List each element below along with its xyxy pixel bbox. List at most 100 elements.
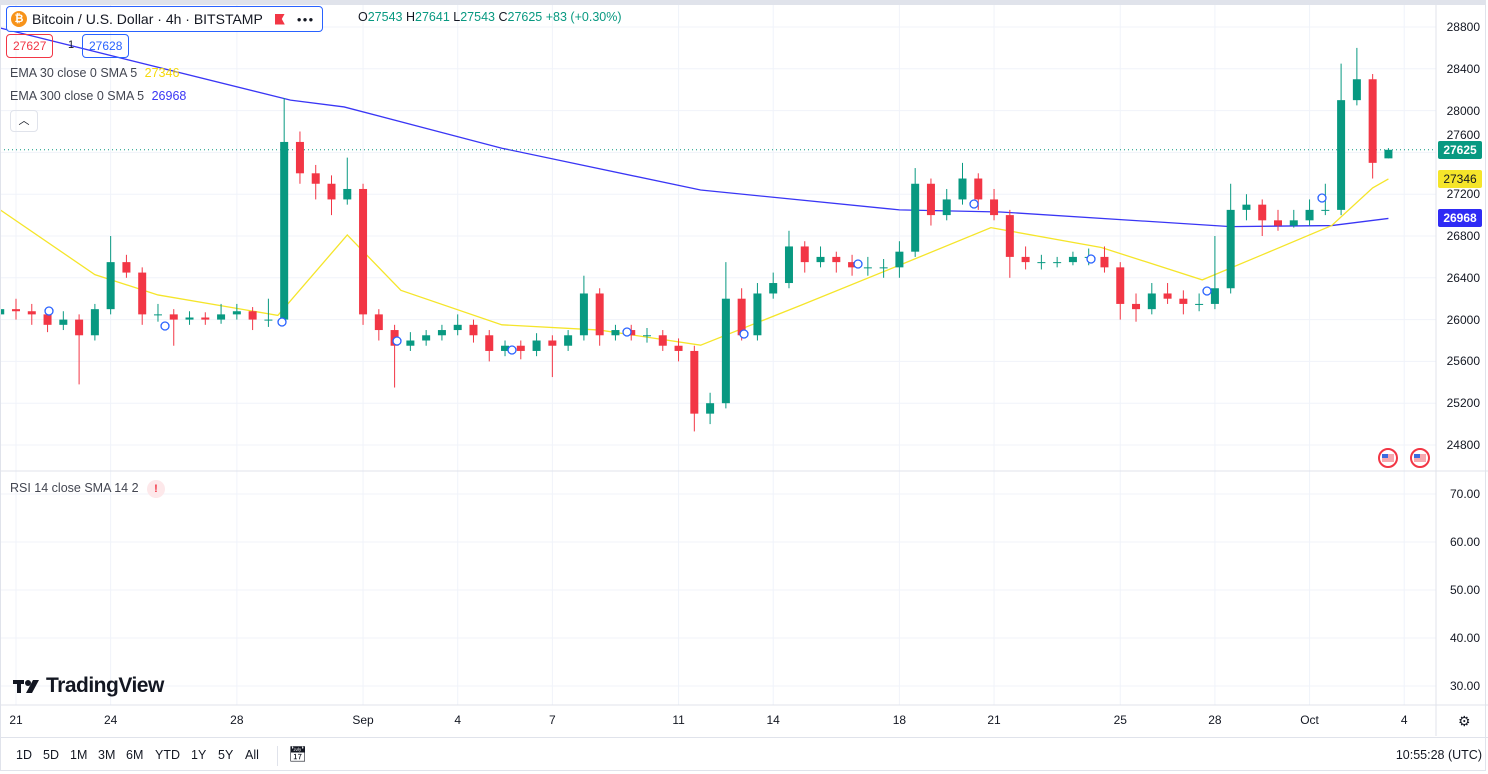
rsi-tick: 50.00 — [1449, 583, 1480, 597]
candle-body — [90, 309, 99, 336]
warning-icon[interactable]: ! — [147, 480, 165, 498]
candle-body — [863, 267, 872, 269]
range-button-1y[interactable]: 1Y — [191, 748, 207, 762]
time-tick: 28 — [1208, 713, 1222, 727]
range-button-1m[interactable]: 1M — [70, 748, 88, 762]
open-value: 27543 — [367, 10, 403, 24]
flag-icon[interactable] — [274, 13, 285, 25]
high-value: 27641 — [415, 10, 450, 24]
indicator-label: EMA 300 close 0 SMA 5 — [10, 89, 145, 103]
candle-body — [753, 293, 762, 336]
time-tick: 28 — [230, 713, 244, 727]
rsi-tick: 70.00 — [1449, 487, 1480, 501]
range-button-3m[interactable]: 3M — [98, 748, 116, 762]
open-label: O — [358, 10, 368, 24]
candle-body — [990, 199, 999, 216]
range-button-6m[interactable]: 6M — [126, 748, 144, 762]
candle-body — [1242, 204, 1251, 210]
time-tick: 21 — [987, 713, 1001, 727]
more-icon[interactable]: ●●● — [296, 14, 315, 24]
candle-body — [579, 293, 588, 336]
ema30-line — [0, 178, 1389, 346]
time-tick: 7 — [549, 713, 556, 727]
ema30-price-tag: 27346 — [1438, 170, 1482, 188]
tradingview-logo[interactable]: TradingView — [13, 674, 164, 698]
time-tick: 14 — [766, 713, 780, 727]
bottom-toolbar: 1D 5D 1M 3M 6M YTD 1Y 5Y All 📅︎ 10:55:28 (UTC) — [0, 737, 1488, 774]
bitcoin-icon: ₿ — [11, 11, 27, 27]
candle-body — [848, 262, 857, 268]
candle-body — [1053, 262, 1062, 264]
range-button-5y[interactable]: 5Y — [218, 748, 234, 762]
candle-body — [1147, 293, 1156, 310]
change-value: +83 (+0.30%) — [545, 10, 622, 24]
candle-body — [1352, 79, 1361, 101]
candle-body — [106, 262, 115, 310]
range-button-ytd[interactable]: YTD — [155, 748, 180, 762]
candle-body — [974, 178, 983, 200]
settings-gear-icon[interactable]: ⚙ — [1458, 713, 1471, 729]
candle-body — [43, 314, 52, 325]
candle-body — [1100, 256, 1109, 268]
candle-body — [1037, 262, 1046, 264]
candle-body — [879, 267, 888, 269]
candle-body — [769, 283, 778, 294]
candle-body — [643, 335, 651, 337]
range-button-all[interactable]: All — [245, 748, 259, 762]
range-button-5d[interactable]: 5D — [43, 748, 59, 762]
candle-body — [1368, 79, 1377, 163]
candle-body — [122, 262, 131, 273]
price-tick: 28800 — [1446, 20, 1480, 34]
candle-body — [153, 314, 162, 316]
candle-body — [1289, 220, 1298, 226]
ohlc-values: O27543 H27641 L27543 C27625 +83 (+0.30%) — [358, 10, 622, 24]
time-tick: 18 — [892, 713, 907, 727]
candle-body — [422, 335, 431, 341]
candle-body — [1384, 149, 1393, 159]
candle-body — [453, 324, 462, 331]
candle-body — [1274, 220, 1282, 226]
event-marker-icon — [1202, 286, 1212, 296]
candle-body — [75, 319, 84, 336]
candle-body — [1305, 209, 1314, 221]
time-tick: 4 — [1400, 713, 1408, 727]
candle-body — [516, 345, 525, 351]
candle-body — [485, 335, 494, 351]
event-marker-icon — [853, 259, 863, 269]
indicator-ema30[interactable]: EMA 30 close 0 SMA 5 27346 — [10, 66, 179, 80]
range-button-1d[interactable]: 1D — [16, 748, 32, 762]
event-marker-icon — [739, 329, 749, 339]
candle-body — [1195, 303, 1204, 305]
candle-body — [1210, 288, 1219, 304]
calendar-goto-icon[interactable]: 📅︎ — [288, 746, 308, 763]
symbol-title-box[interactable]: ₿ Bitcoin / U.S. Dollar · 4h · BITSTAMP … — [6, 6, 324, 32]
indicator-ema300[interactable]: EMA 300 close 0 SMA 5 26968 — [10, 89, 186, 103]
rsi-tick: 40.00 — [1449, 631, 1480, 645]
candle-body — [926, 183, 935, 216]
candle-body — [12, 309, 20, 312]
candle-body — [706, 403, 715, 414]
time-tick: 24 — [103, 713, 118, 727]
candle-body — [374, 314, 383, 331]
candle-body — [59, 319, 68, 325]
sell-button[interactable]: 27627 — [6, 34, 54, 58]
price-tick: 26400 — [1446, 270, 1480, 285]
candle-body — [1226, 209, 1235, 289]
candle-body — [611, 330, 620, 336]
buy-button[interactable]: 27628 — [82, 34, 130, 58]
candle-body — [595, 293, 604, 336]
candle-body — [327, 183, 336, 200]
candle-body — [564, 335, 573, 346]
clock[interactable]: 10:55:28 (UTC) — [1395, 748, 1482, 762]
event-marker-icon — [1086, 254, 1096, 264]
time-tick: 11 — [672, 713, 685, 727]
rsi-indicator-label[interactable]: RSI 14 close SMA 14 2 — [10, 481, 139, 495]
candle-body — [1116, 267, 1125, 304]
price-tick: 26000 — [1446, 312, 1480, 327]
candle-body — [895, 251, 904, 268]
collapse-legend-button[interactable]: ︿ — [10, 110, 38, 132]
candle-body — [311, 173, 320, 184]
price-tick: 27200 — [1446, 187, 1480, 202]
event-marker-icon — [160, 321, 170, 331]
